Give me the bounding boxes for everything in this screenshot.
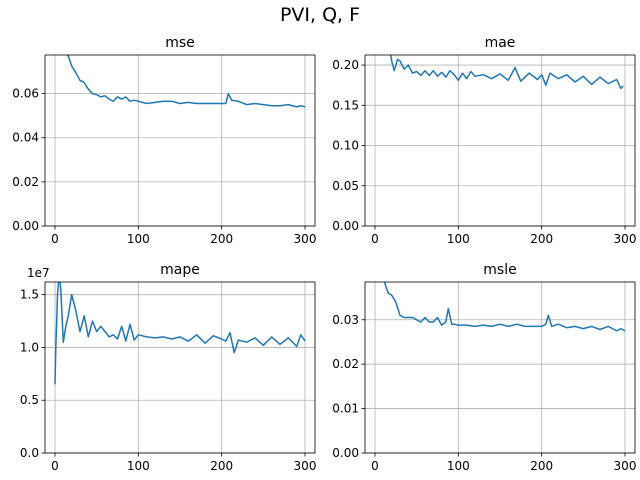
y-tick-label: 0.03 xyxy=(332,313,359,327)
figure-title: PVI, Q, F xyxy=(280,4,360,26)
y-tick-label: 0.5 xyxy=(20,393,39,407)
axes-frame xyxy=(364,54,636,227)
subplot-mape: 0 100 200 300 0.0 0.5 1.0 1.5 mape 1e7 xyxy=(20,262,317,473)
x-tick-label: 0 xyxy=(51,232,59,246)
x-tick-label: 300 xyxy=(294,459,317,473)
subplot-title: msle xyxy=(483,262,516,278)
y-tick-label: 0.01 xyxy=(332,402,359,416)
y-tick-label: 0.15 xyxy=(332,98,359,112)
y-tick-label: 0.00 xyxy=(12,219,39,233)
y-tick-label: 0.00 xyxy=(332,219,359,233)
x-tick-label: 0 xyxy=(371,459,379,473)
x-tick-label: 100 xyxy=(447,232,470,246)
x-tick-label: 300 xyxy=(614,232,637,246)
y-tick-label: 0.02 xyxy=(332,357,359,371)
subplot-title: mape xyxy=(160,262,200,278)
x-tick-label: 100 xyxy=(127,232,150,246)
x-tick-label: 200 xyxy=(210,232,233,246)
x-tick-label: 200 xyxy=(210,459,233,473)
x-tick-label: 200 xyxy=(530,459,553,473)
subplot-msle: 0 100 200 300 0.00 0.01 0.02 0.03 msle xyxy=(332,262,636,473)
y-tick-label: 1.0 xyxy=(20,340,39,354)
subplot-mse: 0 100 200 300 0.00 0.02 0.04 0.06 mse xyxy=(12,35,316,246)
series-line-msle xyxy=(383,282,626,332)
y-tick-label: 0.00 xyxy=(332,446,359,460)
x-tick-label: 300 xyxy=(294,232,317,246)
axes-frame xyxy=(44,281,316,454)
axes-frame xyxy=(364,281,636,454)
y-tick-label: 1.5 xyxy=(20,288,39,302)
y-axis-offset-label: 1e7 xyxy=(27,266,50,280)
y-tick-label: 0.10 xyxy=(332,139,359,153)
subplot-title: mse xyxy=(165,35,195,51)
x-tick-label: 100 xyxy=(127,459,150,473)
y-tick-label: 0.0 xyxy=(20,446,39,460)
x-tick-label: 200 xyxy=(530,232,553,246)
y-tick-label: 0.05 xyxy=(332,179,359,193)
axes-frame xyxy=(44,54,316,227)
series-line-mape xyxy=(54,282,306,385)
y-tick-label: 0.02 xyxy=(12,175,39,189)
subplot-mae: 0 100 200 300 0.00 0.05 0.10 0.15 0.20 mae xyxy=(332,35,636,246)
series-line-mae xyxy=(390,55,624,90)
x-tick-label: 300 xyxy=(614,459,637,473)
y-tick-label: 0.06 xyxy=(12,87,39,101)
y-tick-label: 0.20 xyxy=(332,58,359,72)
subplot-title: mae xyxy=(485,35,516,51)
series-line-mse xyxy=(65,55,306,108)
x-tick-label: 0 xyxy=(51,459,59,473)
x-tick-label: 100 xyxy=(447,459,470,473)
y-tick-label: 0.04 xyxy=(12,131,39,145)
x-tick-label: 0 xyxy=(371,232,379,246)
